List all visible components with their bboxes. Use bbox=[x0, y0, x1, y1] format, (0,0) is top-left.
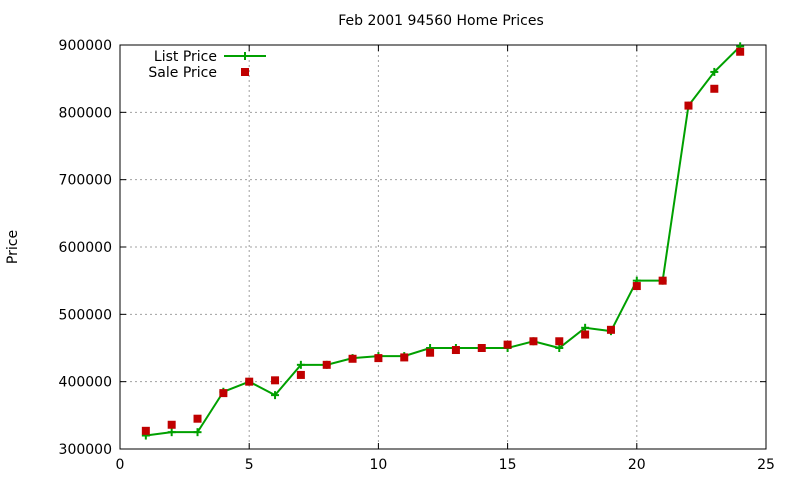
series-layer bbox=[141, 42, 745, 440]
y-axis-label: Price bbox=[5, 230, 21, 264]
grid-lines bbox=[120, 45, 766, 449]
x-tick-label: 15 bbox=[499, 457, 517, 473]
sale-price-point bbox=[296, 370, 305, 379]
y-tick-label: 900000 bbox=[59, 38, 112, 54]
sale-price-point bbox=[141, 426, 150, 435]
x-tick-label: 20 bbox=[628, 457, 646, 473]
legend-swatch-list-price-marker bbox=[241, 52, 249, 60]
sale-price-point bbox=[167, 420, 176, 429]
y-tick-label: 500000 bbox=[59, 307, 112, 323]
list-price-point bbox=[167, 428, 176, 437]
legend-swatch-sale-price bbox=[241, 68, 249, 76]
sale-price-point bbox=[529, 337, 538, 346]
y-tick-label: 300000 bbox=[59, 442, 112, 458]
sale-price-point bbox=[451, 346, 460, 355]
list-price-point bbox=[555, 344, 564, 352]
list-price-point bbox=[271, 391, 280, 400]
sale-price-point bbox=[632, 282, 641, 291]
sale-price-point bbox=[658, 276, 667, 285]
y-tick-label: 400000 bbox=[59, 375, 112, 391]
sale-price-point bbox=[555, 337, 564, 346]
sale-price-point bbox=[271, 376, 280, 385]
legend-label-sale-price: Sale Price bbox=[148, 65, 217, 81]
sale-price-point bbox=[219, 389, 228, 398]
x-tick-label: 10 bbox=[369, 457, 387, 473]
sale-price-point bbox=[348, 354, 357, 363]
plot-frame bbox=[119, 44, 767, 450]
sale-price-point bbox=[606, 325, 615, 334]
x-tick-label: 25 bbox=[757, 457, 775, 473]
chart-title: Feb 2001 94560 Home Prices bbox=[338, 13, 544, 29]
sale-price-point bbox=[736, 47, 745, 56]
sale-price-point bbox=[322, 360, 331, 369]
legend: List Price Sale Price bbox=[148, 49, 266, 81]
list-price-point bbox=[296, 360, 305, 369]
list-price-point bbox=[581, 323, 590, 332]
sale-price-point bbox=[581, 330, 590, 339]
y-tick-label: 700000 bbox=[59, 173, 112, 189]
sale-price-point bbox=[374, 354, 383, 363]
sale-price-point bbox=[710, 84, 719, 93]
sale-price-point bbox=[477, 344, 486, 352]
sale-price-point bbox=[426, 348, 435, 357]
y-tick-label: 600000 bbox=[59, 240, 112, 256]
legend-label-list-price: List Price bbox=[154, 49, 217, 65]
sale-price-point bbox=[400, 353, 409, 362]
list-price-point bbox=[710, 67, 719, 76]
sale-price-point bbox=[503, 340, 512, 349]
list-price-point bbox=[193, 428, 202, 437]
x-tick-label: 0 bbox=[116, 457, 125, 473]
sale-price-point bbox=[245, 377, 254, 386]
sale-price-point bbox=[193, 414, 202, 423]
sale-price-point bbox=[684, 101, 693, 110]
legend-swatches bbox=[224, 52, 266, 76]
x-tick-label: 5 bbox=[245, 457, 254, 473]
y-tick-label: 800000 bbox=[59, 105, 112, 121]
axis-ticks: 0 5 10 15 20 25 300000 400000 500000 600000 700000… bbox=[59, 38, 775, 473]
list-price-line bbox=[145, 45, 741, 437]
